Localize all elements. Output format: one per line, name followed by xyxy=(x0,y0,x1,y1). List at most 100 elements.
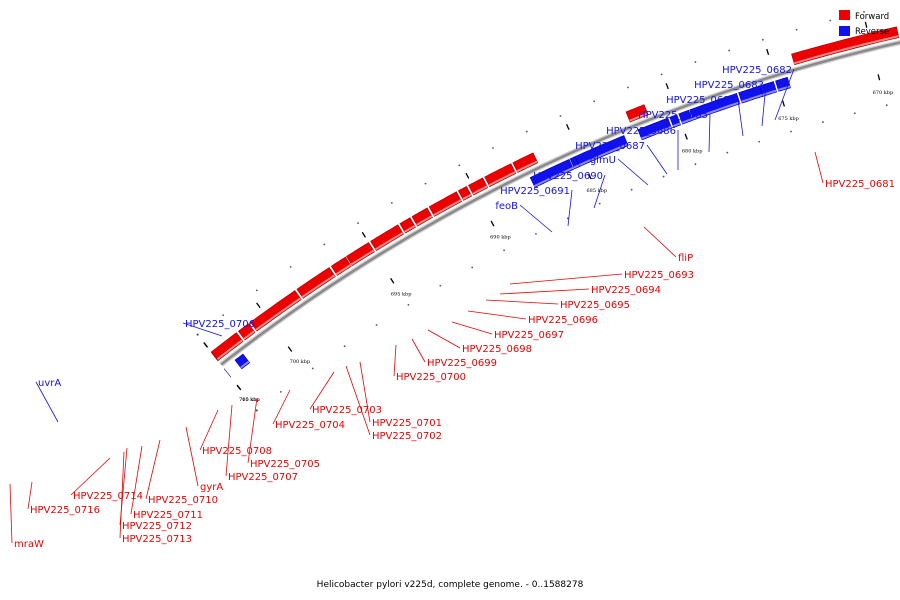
leader-line xyxy=(499,288,590,295)
gene-label-hpv225-0702[interactable]: HPV225_0702 xyxy=(372,431,442,442)
gene-label-hpv225-0685[interactable]: HPV225_0685 xyxy=(638,110,708,121)
gene-hpv225-0699[interactable] xyxy=(399,217,416,234)
gene-hpv225-0686[interactable] xyxy=(678,109,693,125)
scale-dot xyxy=(630,188,633,191)
gene-label-hpv225-0703[interactable]: HPV225_0703 xyxy=(312,405,382,416)
gene-mraw[interactable] xyxy=(210,351,219,361)
gene-body[interactable] xyxy=(574,135,629,167)
gene-body[interactable] xyxy=(738,85,764,104)
gene-label-hpv225-0710[interactable]: HPV225_0710 xyxy=(148,495,218,506)
gene-body[interactable] xyxy=(512,152,539,173)
gene-label-feob[interactable]: feoB xyxy=(495,201,518,212)
gene-hpv225-0700[interactable] xyxy=(370,224,404,252)
scale-dots xyxy=(196,11,888,412)
gene-label-hpv225-0696[interactable]: HPV225_0696 xyxy=(528,315,598,326)
gene-hpv225-0684[interactable] xyxy=(738,85,764,104)
gene-hpv225-0697[interactable] xyxy=(428,191,463,217)
gene-body[interactable] xyxy=(484,163,517,188)
gene-hpv225-0685[interactable] xyxy=(689,93,741,121)
gene-hpv225-0706[interactable] xyxy=(234,353,251,370)
gene-hpv225-0696[interactable] xyxy=(457,186,473,201)
gene-body[interactable] xyxy=(210,351,219,361)
gene-hpv225-0683[interactable] xyxy=(758,81,778,98)
scale-dot xyxy=(311,367,314,370)
leader-line xyxy=(70,457,111,496)
gene-label-hpv225-0705[interactable]: HPV225_0705 xyxy=(250,459,320,470)
gene-label-hpv225-0687[interactable]: HPV225_0687 xyxy=(575,141,645,152)
gene-label-hpv225-0700[interactable]: HPV225_0700 xyxy=(396,372,466,383)
gene-body[interactable] xyxy=(637,117,673,141)
gene-label-hpv225-0697[interactable]: HPV225_0697 xyxy=(494,330,564,341)
gene-label-hpv225-0690[interactable]: HPV225_0690 xyxy=(533,171,603,182)
gene-label-hpv225-0714[interactable]: HPV225_0714 xyxy=(73,491,143,502)
tick-695-kbp xyxy=(390,277,395,284)
gene-glmu[interactable] xyxy=(637,117,673,141)
gene-body[interactable] xyxy=(250,290,302,332)
gene-uvra[interactable] xyxy=(223,368,232,378)
gene-body[interactable] xyxy=(237,323,256,341)
gene-hpv225-0704[interactable] xyxy=(250,290,302,332)
gene-body[interactable] xyxy=(411,207,433,227)
gene-label-hpv225-0686[interactable]: HPV225_0686 xyxy=(606,126,676,137)
gene-label-hpv225-0694[interactable]: HPV225_0694 xyxy=(591,285,661,296)
gene-hpv225-0698[interactable] xyxy=(411,207,433,227)
gene-body[interactable] xyxy=(223,368,232,378)
gene-body[interactable] xyxy=(210,332,244,362)
gene-hpv225-0705[interactable] xyxy=(237,323,256,341)
gene-label-glmu[interactable]: glmU xyxy=(590,155,616,166)
leader-line xyxy=(199,409,219,451)
gene-label-hpv225-0701[interactable]: HPV225_0701 xyxy=(372,418,442,429)
gene-label-hpv225-0681[interactable]: HPV225_0681 xyxy=(825,179,895,190)
gene-body[interactable] xyxy=(345,242,375,267)
gene-flip[interactable] xyxy=(625,104,649,123)
gene-label-mraw[interactable]: mraW xyxy=(14,539,44,550)
gene-label-uvra[interactable]: uvrA xyxy=(38,378,61,389)
gene-hpv225-0702[interactable] xyxy=(330,256,352,276)
gene-body[interactable] xyxy=(234,353,251,370)
scale-dot xyxy=(535,232,537,235)
gene-label-hpv225-0713[interactable]: HPV225_0713 xyxy=(122,534,192,545)
gene-body[interactable] xyxy=(296,267,336,299)
gene-hpv225-0695[interactable] xyxy=(468,177,489,196)
gene-body[interactable] xyxy=(428,191,463,217)
scale-dot xyxy=(323,243,326,246)
scale-dot xyxy=(694,61,697,63)
gene-body[interactable] xyxy=(468,177,489,196)
gene-label-hpv225-0693[interactable]: HPV225_0693 xyxy=(624,270,694,281)
gene-hpv225-0707[interactable] xyxy=(210,332,244,362)
gene-hpv225-0693[interactable] xyxy=(512,152,539,173)
gene-label-hpv225-0683[interactable]: HPV225_0683 xyxy=(694,80,764,91)
gene-label-hpv225-0706[interactable]: HPV225_0706 xyxy=(185,319,255,330)
gene-label-hpv225-0691[interactable]: HPV225_0691 xyxy=(500,186,570,197)
gene-label-hpv225-0695[interactable]: HPV225_0695 xyxy=(560,300,630,311)
gene-label-hpv225-0716[interactable]: HPV225_0716 xyxy=(30,505,100,516)
leader-line xyxy=(567,189,573,227)
gene-label-hpv225-0684[interactable]: HPV225_0684 xyxy=(666,95,736,106)
gene-label-hpv225-0708[interactable]: HPV225_0708 xyxy=(202,446,272,457)
gene-body[interactable] xyxy=(370,224,404,252)
gene-hpv225-0687[interactable] xyxy=(669,114,681,128)
gene-label-hpv225-0698[interactable]: HPV225_0698 xyxy=(462,344,532,355)
gene-label-hpv225-0712[interactable]: HPV225_0712 xyxy=(122,521,192,532)
gene-label-hpv225-0704[interactable]: HPV225_0704 xyxy=(275,420,345,431)
gene-body[interactable] xyxy=(399,217,416,234)
gene-body[interactable] xyxy=(529,158,574,188)
gene-label-hpv225-0682[interactable]: HPV225_0682 xyxy=(722,65,792,76)
gene-hpv225-0701[interactable] xyxy=(345,242,375,267)
gene-label-hpv225-0699[interactable]: HPV225_0699 xyxy=(427,358,497,369)
gene-label-flip[interactable]: fliP xyxy=(678,253,693,264)
gene-hpv225-0690[interactable] xyxy=(574,135,629,167)
gene-label-hpv225-0711[interactable]: HPV225_0711 xyxy=(133,510,203,521)
gene-label-gyra[interactable]: gyrA xyxy=(200,482,223,493)
gene-feob[interactable] xyxy=(529,158,574,188)
gene-hpv225-0691[interactable] xyxy=(569,156,581,170)
gene-label-hpv225-0707[interactable]: HPV225_0707 xyxy=(228,472,298,483)
gene-body[interactable] xyxy=(689,93,741,121)
gene-highlight xyxy=(243,330,255,340)
gene-hpv225-0694[interactable] xyxy=(484,163,517,188)
gene-body[interactable] xyxy=(625,104,649,123)
gene-hpv225-0703[interactable] xyxy=(296,267,336,299)
gene-body[interactable] xyxy=(791,26,900,66)
gene-hpv225-0681[interactable] xyxy=(791,26,900,66)
gene-body[interactable] xyxy=(330,256,352,276)
